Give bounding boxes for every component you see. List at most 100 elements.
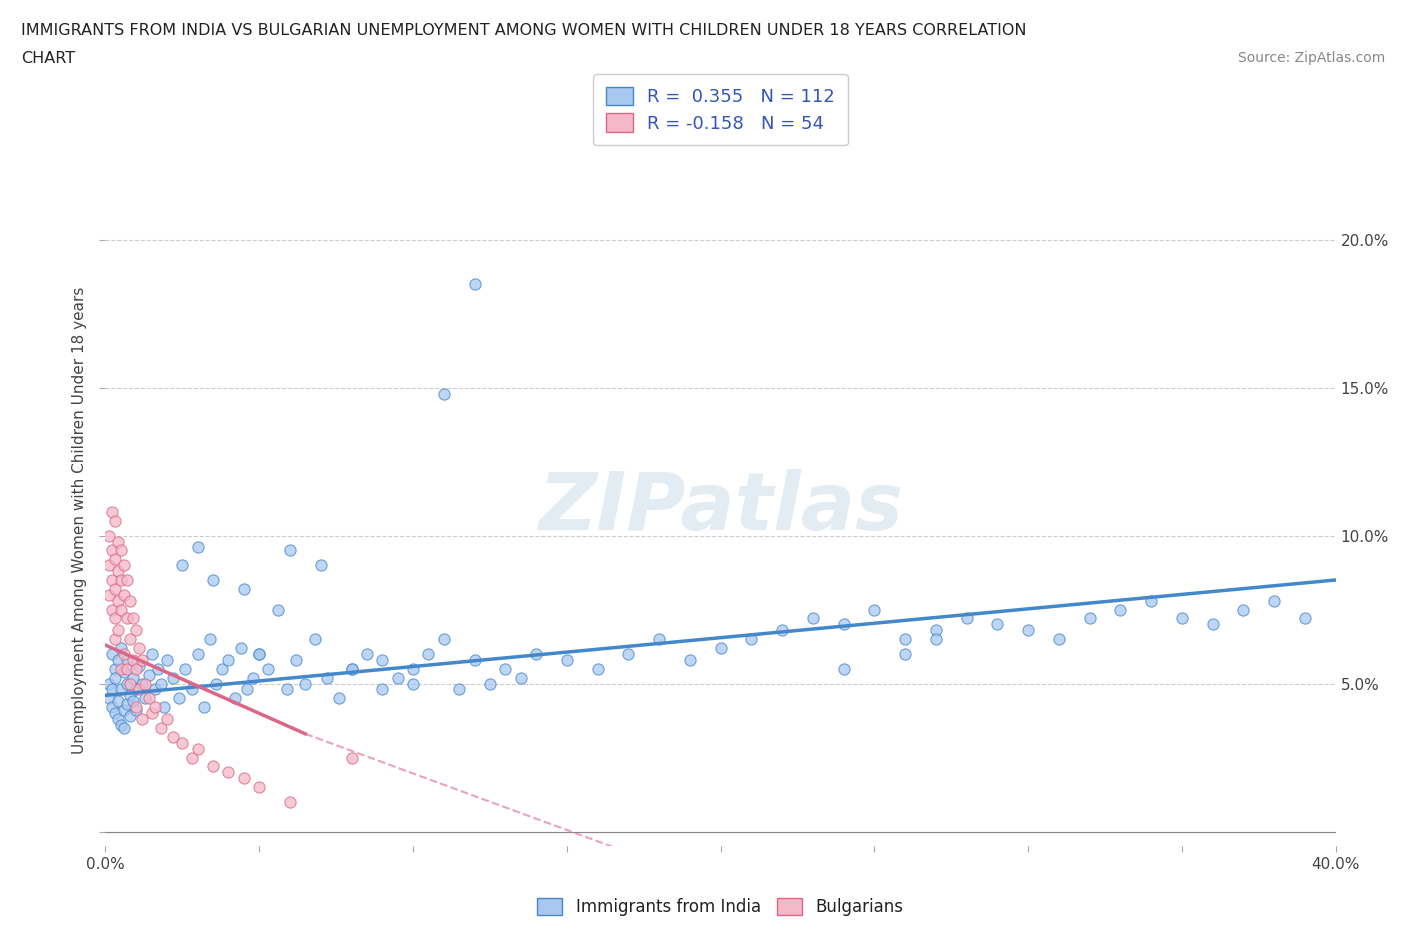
Point bbox=[107, 593, 129, 608]
Point bbox=[648, 631, 671, 646]
Point bbox=[315, 671, 337, 685]
Point bbox=[156, 711, 179, 726]
Point bbox=[131, 653, 153, 668]
Point bbox=[1232, 602, 1254, 617]
Point bbox=[122, 653, 145, 668]
Point bbox=[1140, 593, 1163, 608]
Text: IMMIGRANTS FROM INDIA VS BULGARIAN UNEMPLOYMENT AMONG WOMEN WITH CHILDREN UNDER : IMMIGRANTS FROM INDIA VS BULGARIAN UNEMP… bbox=[21, 23, 1026, 38]
Point bbox=[112, 721, 135, 736]
Point bbox=[162, 671, 184, 685]
Point bbox=[146, 661, 169, 676]
Point bbox=[112, 558, 135, 573]
Point bbox=[340, 661, 363, 676]
Point bbox=[278, 543, 301, 558]
Point bbox=[112, 664, 135, 679]
Point bbox=[134, 676, 156, 691]
Point bbox=[218, 653, 240, 668]
Point bbox=[232, 771, 254, 786]
Point bbox=[125, 682, 148, 697]
Point bbox=[449, 682, 471, 697]
Point bbox=[340, 751, 363, 765]
Text: ZIPatlas: ZIPatlas bbox=[538, 469, 903, 547]
Y-axis label: Unemployment Among Women with Children Under 18 years: Unemployment Among Women with Children U… bbox=[72, 287, 87, 754]
Point bbox=[478, 676, 501, 691]
Point bbox=[141, 706, 163, 721]
Point bbox=[115, 697, 138, 711]
Point bbox=[1017, 623, 1039, 638]
Point bbox=[120, 676, 141, 691]
Point bbox=[740, 631, 762, 646]
Point bbox=[100, 573, 122, 588]
Point bbox=[555, 653, 578, 668]
Point bbox=[110, 718, 132, 733]
Point bbox=[586, 661, 609, 676]
Point bbox=[1263, 593, 1285, 608]
Point bbox=[115, 611, 138, 626]
Point bbox=[340, 661, 363, 676]
Point bbox=[134, 691, 156, 706]
Point bbox=[1078, 611, 1101, 626]
Point bbox=[100, 543, 122, 558]
Point bbox=[180, 751, 202, 765]
Point bbox=[104, 631, 127, 646]
Point bbox=[509, 671, 531, 685]
Point bbox=[679, 653, 702, 668]
Point bbox=[138, 691, 160, 706]
Point bbox=[110, 682, 132, 697]
Point bbox=[112, 703, 135, 718]
Point bbox=[131, 711, 153, 726]
Point bbox=[141, 646, 163, 661]
Point bbox=[115, 573, 138, 588]
Point bbox=[125, 699, 148, 714]
Point bbox=[149, 676, 172, 691]
Point bbox=[100, 699, 122, 714]
Point bbox=[104, 581, 127, 596]
Point bbox=[125, 661, 148, 676]
Point bbox=[110, 602, 132, 617]
Point bbox=[115, 661, 138, 676]
Point bbox=[232, 581, 254, 596]
Point bbox=[418, 646, 440, 661]
Point bbox=[202, 573, 225, 588]
Point bbox=[97, 558, 120, 573]
Point bbox=[172, 558, 194, 573]
Point bbox=[120, 688, 141, 703]
Point bbox=[122, 671, 145, 685]
Point bbox=[107, 711, 129, 726]
Point bbox=[110, 573, 132, 588]
Point bbox=[149, 721, 172, 736]
Point bbox=[205, 676, 228, 691]
Point bbox=[1171, 611, 1194, 626]
Point bbox=[110, 661, 132, 676]
Point bbox=[110, 543, 132, 558]
Point bbox=[112, 646, 135, 661]
Point bbox=[710, 641, 733, 656]
Point bbox=[138, 667, 160, 682]
Point bbox=[387, 671, 409, 685]
Point bbox=[100, 646, 122, 661]
Point bbox=[143, 682, 166, 697]
Point bbox=[986, 617, 1008, 631]
Point bbox=[110, 641, 132, 656]
Point bbox=[187, 646, 209, 661]
Point bbox=[433, 631, 456, 646]
Point bbox=[122, 694, 145, 709]
Point bbox=[104, 671, 127, 685]
Point bbox=[120, 709, 141, 724]
Point bbox=[169, 691, 191, 706]
Point bbox=[128, 682, 150, 697]
Point bbox=[801, 611, 824, 626]
Point bbox=[193, 699, 215, 714]
Point bbox=[187, 741, 209, 756]
Point bbox=[125, 623, 148, 638]
Point bbox=[832, 617, 855, 631]
Point bbox=[100, 682, 122, 697]
Point bbox=[104, 706, 127, 721]
Point bbox=[112, 588, 135, 603]
Point bbox=[832, 661, 855, 676]
Point bbox=[224, 691, 246, 706]
Point bbox=[122, 611, 145, 626]
Point bbox=[104, 551, 127, 566]
Point bbox=[180, 682, 202, 697]
Point bbox=[356, 646, 378, 661]
